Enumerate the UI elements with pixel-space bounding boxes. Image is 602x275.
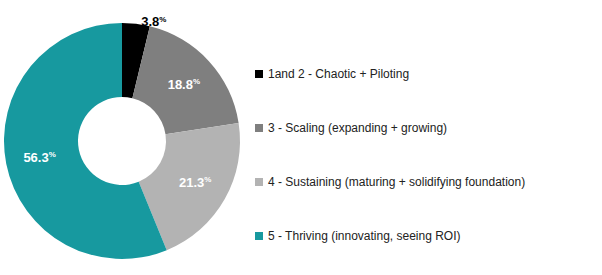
svg-text:%: % [204,175,211,184]
svg-text:%: % [49,150,56,159]
svg-text:21.3: 21.3 [179,175,204,190]
svg-text:3 - Scaling (expanding + growi: 3 - Scaling (expanding + growing) [268,121,447,135]
svg-text:3.8: 3.8 [141,14,159,29]
svg-text:4 - Sustaining (maturing + sol: 4 - Sustaining (maturing + solidifying f… [268,175,525,189]
svg-text:%: % [193,77,200,86]
svg-text:56.3: 56.3 [23,150,48,165]
svg-text:1and 2 - Chaotic + Piloting: 1and 2 - Chaotic + Piloting [268,67,409,81]
svg-text:5 - Thriving (innovating, seei: 5 - Thriving (innovating, seeing ROI) [268,229,461,243]
svg-text:%: % [159,15,166,24]
svg-text:18.8: 18.8 [168,77,193,92]
